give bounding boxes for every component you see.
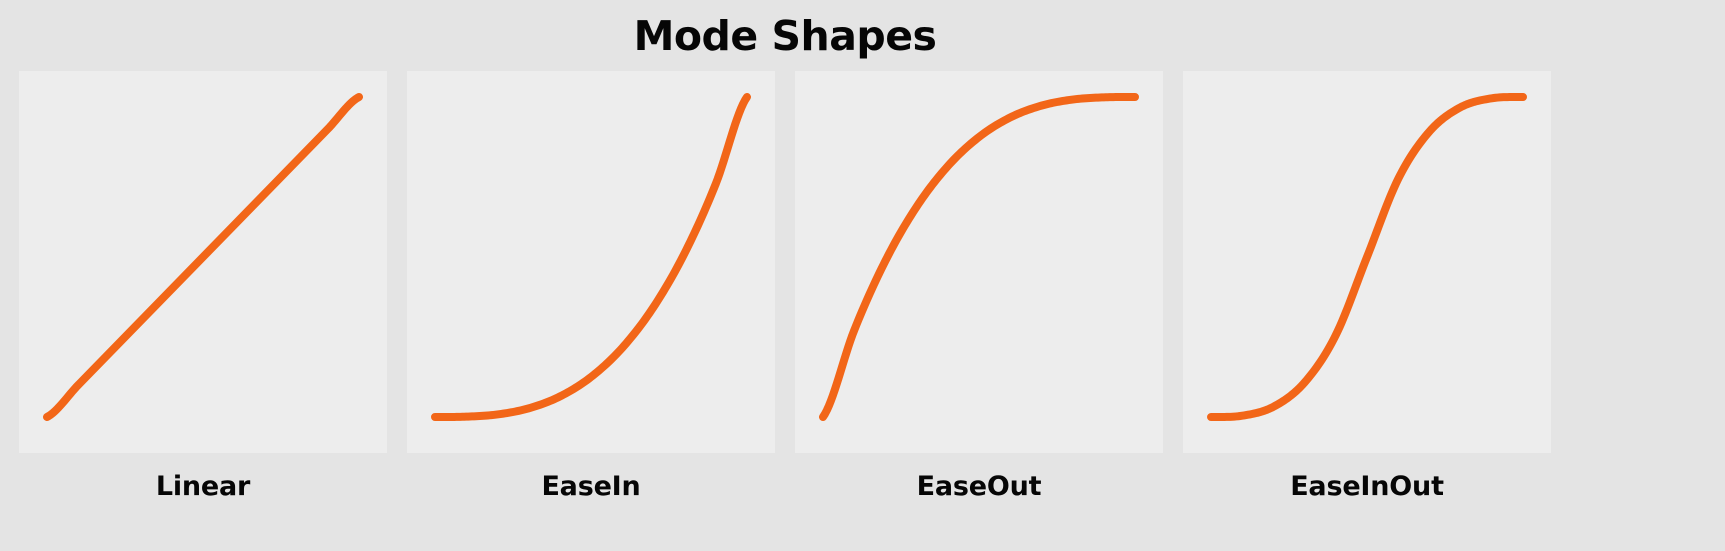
shape-label-easeinout: EaseInOut — [1290, 471, 1444, 502]
page-title: Mode Shapes — [633, 12, 937, 60]
shape-panel-easeinout[interactable] — [1183, 71, 1551, 453]
curve-path — [43, 93, 363, 421]
curve-path — [819, 93, 1139, 421]
curve-plot-easein — [431, 93, 751, 421]
shape-label-easein: EaseIn — [541, 471, 641, 502]
curve-plot-easeout — [819, 93, 1139, 421]
shape-panel-linear[interactable] — [19, 71, 387, 453]
shape-panel-easeout[interactable] — [795, 71, 1163, 453]
curve-card-easein — [407, 71, 775, 453]
curve-card-linear — [19, 71, 387, 453]
shape-label-linear: Linear — [155, 471, 251, 502]
shape-label-easeout: EaseOut — [916, 471, 1042, 502]
curve-path — [431, 93, 751, 421]
curve-card-easeinout — [1183, 71, 1551, 453]
shape-label-group: Linear EaseIn EaseOut EaseInOut — [19, 453, 1551, 523]
shape-panel-group — [19, 71, 1551, 453]
curve-card-easeout — [795, 71, 1163, 453]
curve-path — [1207, 93, 1527, 421]
shape-panel-easein[interactable] — [407, 71, 775, 453]
curve-plot-linear — [43, 93, 363, 421]
curve-plot-easeinout — [1207, 93, 1527, 421]
